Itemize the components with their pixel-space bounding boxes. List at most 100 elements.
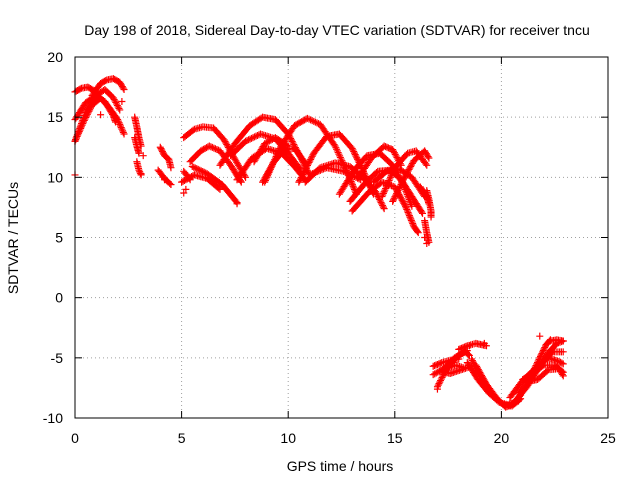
axis-ticks: 0 5 10 15 20 25 -10 -5 0 5 10 15 20 [43, 49, 616, 446]
data-point [390, 149, 398, 157]
data-point [298, 172, 306, 180]
x-tick-label: 0 [71, 430, 79, 446]
data-point [194, 165, 202, 173]
data-point [182, 185, 190, 193]
data-point [396, 182, 404, 190]
data-point [437, 375, 445, 383]
data-point [379, 191, 387, 199]
data-point [315, 167, 323, 175]
data-point [350, 148, 358, 156]
data-point [120, 85, 128, 93]
data-point [478, 371, 486, 379]
data-point [541, 344, 549, 352]
data-point [196, 166, 204, 174]
data-point [307, 116, 315, 124]
data-point [456, 351, 464, 359]
data-point [249, 134, 257, 142]
data-point [447, 362, 455, 370]
data-point [340, 167, 348, 175]
data-point [405, 210, 413, 218]
data-point [536, 354, 544, 362]
data-point [376, 197, 384, 205]
data-point [161, 176, 169, 184]
x-tick-label: 20 [494, 430, 510, 446]
data-point [377, 198, 385, 206]
data-point [479, 374, 487, 382]
data-point [382, 185, 390, 193]
data-point [268, 162, 276, 170]
data-point [114, 103, 122, 111]
data-point [408, 202, 416, 210]
data-point [399, 177, 407, 185]
data-point [407, 216, 415, 224]
data-point [453, 353, 461, 361]
data-point [407, 199, 415, 207]
data-point [331, 142, 339, 150]
data-point [476, 368, 484, 376]
data-point [539, 348, 547, 356]
data-point [253, 131, 261, 139]
data-point [109, 111, 117, 119]
data-point [261, 178, 269, 186]
data-point [274, 148, 282, 156]
data-point [300, 168, 308, 176]
data-point [424, 153, 432, 161]
data-point [269, 159, 277, 167]
data-point [119, 84, 127, 92]
y-tick-label: -5 [51, 350, 64, 366]
data-point [237, 178, 245, 186]
data-point [382, 183, 390, 191]
data-point [378, 200, 386, 208]
data-point [404, 209, 412, 217]
data-point [311, 118, 319, 126]
data-point [333, 147, 341, 155]
data-point [97, 111, 105, 119]
y-axis-label: SDTVAR / TECUs [5, 182, 21, 294]
data-point [418, 208, 426, 216]
data-point [559, 360, 567, 368]
data-point [190, 163, 198, 171]
data-point [408, 161, 416, 169]
data-point [295, 178, 303, 186]
data-point [112, 98, 120, 106]
y-tick-label: 0 [55, 290, 63, 306]
data-point [262, 139, 270, 147]
data-point [118, 125, 126, 133]
data-point [313, 168, 321, 176]
data-point [334, 149, 342, 157]
data-point [401, 202, 409, 210]
data-point [457, 350, 465, 358]
data-point [472, 361, 480, 369]
data-point [379, 189, 387, 197]
data-point [408, 159, 416, 167]
data-point [213, 145, 221, 153]
data-point [309, 170, 317, 178]
data-point [205, 142, 213, 150]
data-point [118, 98, 126, 106]
data-point [559, 372, 567, 380]
data-point [459, 363, 467, 371]
data-point [446, 363, 454, 371]
data-point [302, 164, 310, 172]
data-point [407, 215, 415, 223]
data-point [349, 146, 357, 154]
data-point [353, 154, 361, 162]
data-point [116, 120, 124, 128]
data-point [375, 194, 383, 202]
data-point [310, 117, 318, 125]
data-point [383, 181, 391, 189]
data-point [341, 168, 349, 176]
data-point [271, 156, 279, 164]
data-point [261, 177, 269, 185]
data-point [318, 166, 326, 174]
data-point [390, 147, 398, 155]
data-point [468, 357, 476, 365]
data-point [265, 169, 273, 177]
y-tick-label: -10 [43, 410, 63, 426]
data-point [245, 136, 253, 144]
data-point [166, 179, 174, 187]
data-point [392, 191, 400, 199]
data-point [397, 180, 405, 188]
data-point [243, 137, 251, 145]
